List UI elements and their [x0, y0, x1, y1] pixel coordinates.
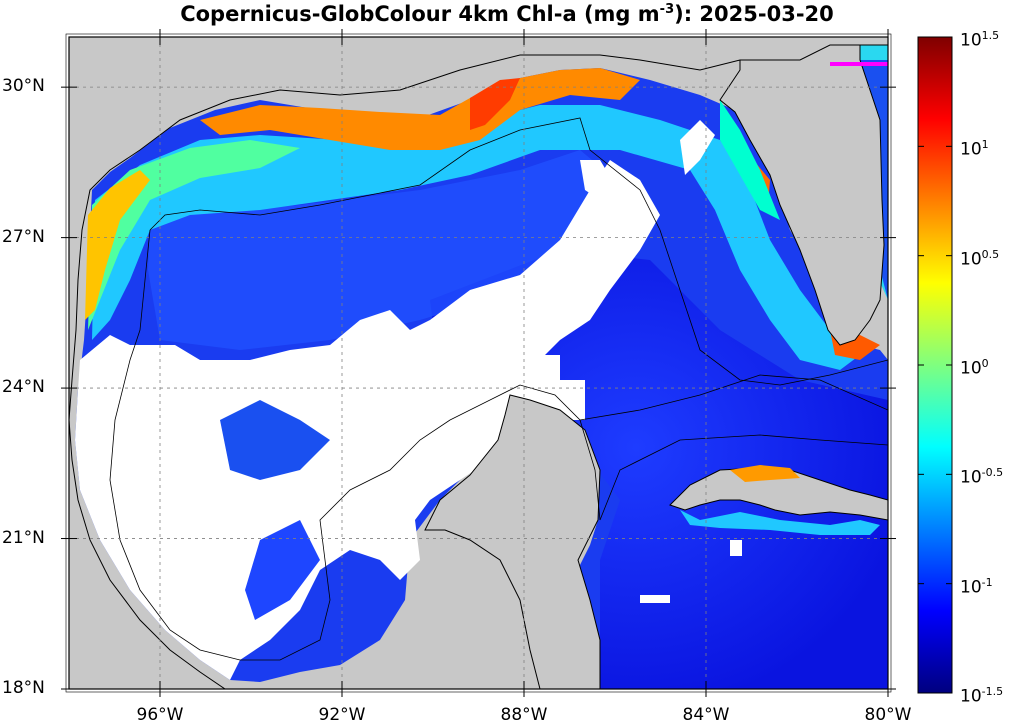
lat-tick-label: 27°N: [2, 226, 45, 247]
lat-tick-label: 21°N: [2, 527, 45, 548]
lon-tick-label: 92°W: [318, 705, 366, 725]
colorbar-tick-label: 10-0.5: [960, 466, 1004, 488]
eez-boundary: [149, 117, 888, 386]
lat-tick-label: 18°N: [2, 678, 45, 698]
colorbar-tick-label: 10-1.5: [960, 685, 1004, 707]
colorbar-tick-label: 101: [960, 138, 989, 160]
cloud-mask: [75, 120, 742, 680]
lat-tick-label: 24°N: [2, 377, 45, 398]
colorbar-tick-label: 100: [960, 357, 989, 379]
lon-tick-label: 84°W: [682, 705, 730, 725]
lon-tick-label: 80°W: [864, 705, 912, 725]
land-masses: [69, 37, 888, 689]
axis-ticks: [61, 29, 896, 697]
colorbar-tick-label: 100.5: [960, 247, 1000, 270]
lon-tick-label: 88°W: [500, 705, 548, 725]
map-title: Copernicus-GlobColour 4km Chl-a (mg m-3)…: [180, 2, 834, 26]
colorbar-tick-label: 10-1: [960, 575, 993, 598]
map-frame: [68, 36, 889, 690]
colorbar-tick-label: 101.5: [960, 29, 1000, 51]
lat-tick-label: 30°N: [2, 76, 45, 97]
colorbar-ticks: [918, 36, 952, 694]
lon-tick-label: 96°W: [136, 705, 184, 725]
